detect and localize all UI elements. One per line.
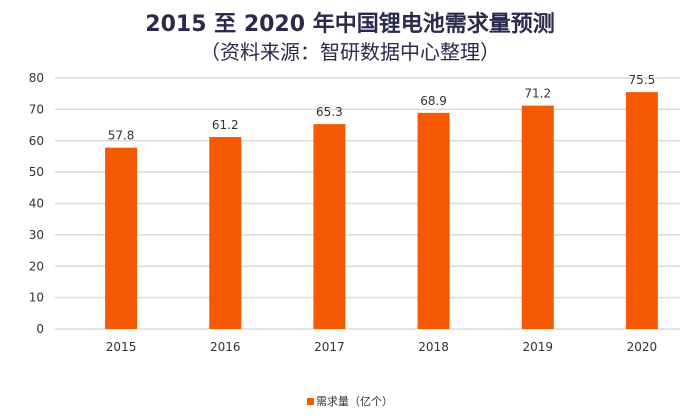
x-tick-label: 2017 — [314, 340, 345, 354]
legend-label: 需求量（亿个） — [316, 395, 393, 408]
y-tick-label: 50 — [29, 165, 44, 179]
data-label: 57.8 — [108, 129, 135, 143]
x-tick-label: 2019 — [522, 340, 553, 354]
bar — [625, 92, 658, 330]
data-label: 68.9 — [420, 94, 447, 108]
y-tick-label: 30 — [29, 228, 44, 242]
y-tick-label: 40 — [29, 197, 44, 211]
data-label: 75.5 — [629, 73, 656, 87]
y-tick-label: 70 — [29, 102, 44, 116]
x-tick-label: 2020 — [627, 340, 658, 354]
bar — [417, 112, 450, 329]
y-tick-label: 20 — [29, 259, 44, 273]
y-tick-label: 60 — [29, 134, 44, 148]
bar — [209, 136, 242, 329]
legend-swatch — [307, 398, 314, 405]
y-tick-label: 0 — [36, 322, 44, 336]
x-tick-label: 2018 — [418, 340, 449, 354]
data-label: 65.3 — [316, 105, 343, 119]
data-label: 61.2 — [212, 118, 239, 132]
bar — [313, 124, 346, 329]
chart-title: 2015 至 2020 年中国锂电池需求量预测 — [145, 12, 555, 37]
bar — [521, 105, 554, 329]
x-tick-label: 2016 — [210, 340, 241, 354]
y-tick-label: 80 — [29, 71, 44, 85]
data-label: 71.2 — [524, 87, 551, 101]
legend: 需求量（亿个） — [0, 393, 700, 409]
y-tick-label: 10 — [29, 291, 44, 305]
x-tick-label: 2015 — [106, 340, 137, 354]
bar — [105, 147, 138, 329]
chart-subtitle: （资料来源：智研数据中心整理） — [200, 40, 500, 64]
